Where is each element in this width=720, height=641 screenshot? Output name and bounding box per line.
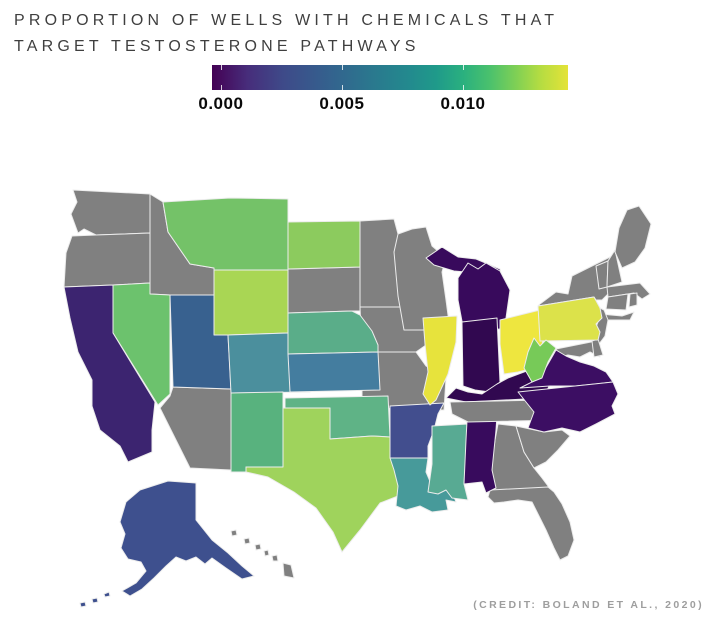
- figure-title: PROPORTION OF WELLS WITH CHEMICALS THAT …: [14, 8, 558, 60]
- title-line-2: TARGET TESTOSTERONE PATHWAYS: [14, 38, 420, 55]
- colorbar-tick-labels: 0.000 0.005 0.010: [198, 90, 568, 114]
- colorbar-tick-mark: [220, 85, 222, 90]
- state-ME: Maine: [614, 205, 652, 269]
- state-KS: Kansas: [287, 351, 381, 393]
- state-ND: North Dakota: [287, 220, 361, 270]
- state-AK: Alaska: [91, 597, 99, 604]
- colorbar-gradient: [212, 65, 568, 90]
- colorbar-tick-mark: [220, 65, 222, 70]
- state-AK: Alaska: [103, 591, 111, 598]
- colorbar-tick-mark: [462, 85, 464, 90]
- state-AK: Alaska: [119, 480, 255, 597]
- colorbar-tick-mark: [462, 65, 464, 70]
- state-AZ: Arizona: [159, 386, 232, 471]
- state-WA: Washington: [70, 189, 151, 236]
- state-MS: Mississippi: [427, 423, 469, 501]
- state-HI: Hawaii: [230, 529, 238, 537]
- colorbar: 0.000 0.005 0.010: [198, 65, 568, 115]
- colorbar-tick-label: 0.000: [198, 94, 244, 113]
- state-WV: West Virginia: [523, 337, 557, 383]
- state-HI: Hawaii: [243, 537, 251, 545]
- state-CA: California: [63, 284, 156, 463]
- state-NH: New Hampshire: [606, 249, 623, 288]
- state-HI: Hawaii: [282, 562, 295, 579]
- state-NM: New Mexico: [230, 391, 284, 473]
- colorbar-tick-mark: [341, 65, 343, 70]
- state-SD: South Dakota: [287, 266, 361, 314]
- state-OR: Oregon: [63, 232, 151, 288]
- state-LA: Louisiana: [389, 457, 457, 513]
- state-HI: Hawaii: [254, 543, 262, 551]
- state-FL: Florida: [487, 486, 575, 561]
- state-HI: Hawaii: [271, 554, 279, 562]
- title-line-1: PROPORTION OF WELLS WITH CHEMICALS THAT: [14, 12, 559, 29]
- state-IL: Illinois: [422, 315, 458, 406]
- state-RI: Rhode Island: [628, 292, 638, 308]
- state-HI: Hawaii: [263, 549, 270, 557]
- state-SC: South Carolina: [515, 425, 571, 469]
- state-MI: Michigan: [457, 262, 513, 333]
- state-CT: Connecticut: [605, 293, 629, 311]
- colorbar-tick-mark: [341, 85, 343, 90]
- state-AK: Alaska: [79, 601, 87, 608]
- state-NC: North Carolina: [517, 381, 619, 433]
- colorbar-tick-label: 0.005: [319, 94, 365, 113]
- state-IN: Indiana: [461, 317, 501, 393]
- colorbar-tick-label: 0.010: [440, 94, 486, 113]
- credit-text: (CREDIT: BOLAND ET AL., 2020): [473, 599, 704, 611]
- state-PA: Pennsylvania: [537, 296, 603, 342]
- state-TX: Texas: [245, 407, 403, 553]
- state-WY: Wyoming: [213, 269, 289, 336]
- state-WI: Wisconsin: [393, 226, 451, 331]
